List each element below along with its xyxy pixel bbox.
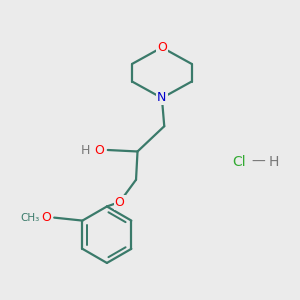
Text: O: O (115, 196, 124, 208)
Text: O: O (157, 41, 167, 54)
Text: —: — (252, 155, 266, 169)
Text: Cl: Cl (232, 155, 246, 169)
Text: O: O (41, 211, 51, 224)
Text: CH₃: CH₃ (20, 213, 40, 223)
Text: H: H (81, 143, 90, 157)
Text: O: O (94, 143, 104, 157)
Text: N: N (157, 92, 167, 104)
Text: H: H (268, 155, 278, 169)
